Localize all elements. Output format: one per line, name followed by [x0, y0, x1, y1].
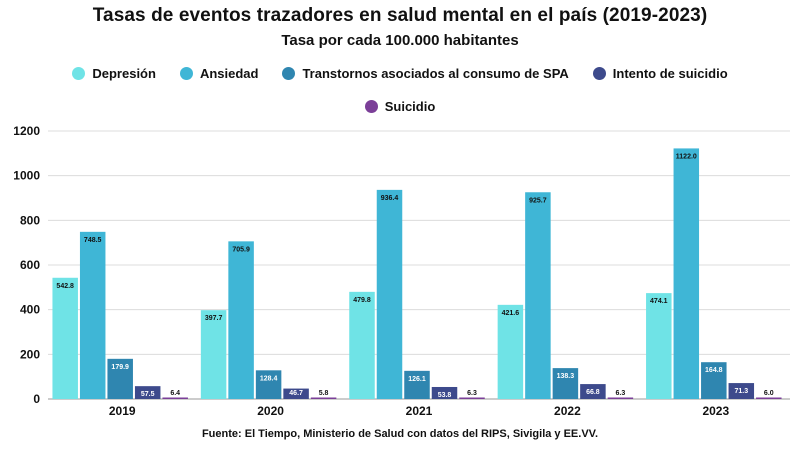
source-note: Fuente: El Tiempo, Ministerio de Salud c…	[201, 428, 599, 440]
legend-item-depresion: Depresión	[72, 66, 156, 81]
data-label: 474.1	[650, 298, 668, 305]
data-label: 138.3	[557, 373, 575, 380]
bar	[525, 192, 551, 399]
y-tick-label: 1200	[13, 124, 40, 138]
data-label: 5.8	[319, 390, 329, 397]
y-tick-label: 1000	[13, 169, 40, 183]
data-label: 925.7	[529, 197, 547, 204]
bar	[228, 241, 254, 399]
legend-label-ansiedad: Ansiedad	[199, 66, 259, 81]
data-label: 164.8	[705, 367, 723, 374]
bar	[701, 362, 727, 399]
bar	[404, 370, 430, 399]
y-tick-label: 200	[20, 347, 40, 361]
bar	[497, 304, 524, 399]
data-label: 6.3	[467, 390, 477, 397]
bar	[431, 386, 458, 399]
data-label: 128.4	[260, 375, 278, 382]
data-label: 46.7	[289, 390, 303, 397]
bar	[283, 388, 309, 399]
data-label: 705.9	[232, 246, 250, 253]
chart-subtitle: Tasa por cada 100.000 habitantes	[281, 32, 519, 49]
bar	[376, 189, 403, 399]
data-label: 421.6	[502, 310, 520, 317]
data-label: 542.8	[56, 283, 74, 290]
bar	[580, 384, 606, 399]
bar	[52, 277, 78, 399]
legend-row-2: Suicidio	[0, 99, 800, 114]
data-label: 179.9	[111, 364, 129, 371]
y-tick-label: 600	[20, 258, 40, 272]
data-label: 748.5	[84, 237, 102, 244]
x-tick-label: 2019	[109, 404, 136, 418]
data-label: 53.8	[438, 392, 452, 399]
legend-swatch-ansiedad	[179, 67, 193, 80]
y-tick-label: 400	[20, 303, 40, 317]
data-label: 6.4	[170, 390, 180, 397]
legend-item-spa: Transtornos asociados al consumo de SPA	[282, 66, 569, 81]
x-tick-label: 2021	[406, 404, 433, 418]
legend-item-ansiedad: Ansiedad	[179, 66, 259, 81]
data-label: 6.0	[764, 390, 774, 397]
x-tick-label: 2023	[702, 404, 729, 418]
data-label: 6.3	[616, 390, 626, 397]
legend-swatch-depresion	[72, 67, 86, 80]
data-label: 71.3	[734, 388, 748, 395]
data-label: 1122.0	[676, 153, 697, 160]
bar	[673, 148, 700, 399]
bar	[459, 397, 485, 399]
bar	[310, 397, 337, 399]
bar	[134, 386, 161, 399]
data-label: 57.5	[141, 391, 155, 398]
legend-label-suicidio: Suicidio	[384, 99, 436, 114]
data-label: 66.8	[586, 389, 600, 396]
bar	[200, 310, 227, 399]
chart-title: Tasas de eventos trazadores en salud men…	[92, 5, 708, 26]
y-tick-label: 800	[20, 213, 40, 227]
legend-swatch-intento-suicidio	[592, 67, 606, 80]
legend-item-suicidio: Suicidio	[364, 99, 436, 114]
legend: Depresión Ansiedad Transtornos asociados…	[0, 66, 800, 81]
x-tick-label: 2022	[554, 404, 581, 418]
y-tick-label: 0	[33, 392, 40, 406]
bar	[756, 397, 782, 399]
bar	[607, 397, 634, 399]
legend-item-intento-suicidio: Intento de suicidio	[592, 66, 728, 81]
data-label: 479.8	[353, 297, 371, 304]
bar	[107, 358, 133, 399]
bar	[728, 383, 755, 399]
data-label: 936.4	[381, 195, 399, 202]
legend-label-spa: Transtornos asociados al consumo de SPA	[302, 66, 569, 81]
data-label: 126.1	[408, 376, 426, 383]
bar	[79, 231, 106, 399]
bar	[349, 291, 375, 399]
data-label: 397.7	[205, 315, 223, 322]
legend-swatch-suicidio	[364, 100, 378, 113]
bar	[162, 397, 188, 399]
bar	[646, 293, 672, 399]
x-tick-label: 2020	[257, 404, 284, 418]
bar	[255, 370, 282, 399]
legend-label-depresion: Depresión	[92, 66, 156, 81]
legend-label-intento-suicidio: Intento de suicidio	[612, 66, 728, 81]
bar	[552, 368, 579, 399]
legend-swatch-spa	[282, 67, 296, 80]
